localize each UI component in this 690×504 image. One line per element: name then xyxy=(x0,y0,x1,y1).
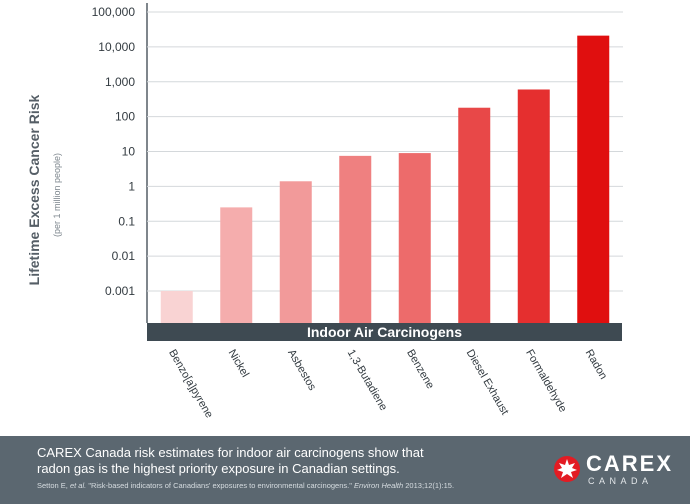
bar-2 xyxy=(279,181,312,323)
citation-etal: et al. xyxy=(69,481,87,490)
x-tick-label: Radon xyxy=(583,348,610,382)
bar-6 xyxy=(517,89,550,324)
footer-caption: CAREX Canada risk estimates for indoor a… xyxy=(37,445,424,476)
y-axis-sublabel: (per 1 million people) xyxy=(52,153,62,237)
x-axis-label: Indoor Air Carcinogens xyxy=(307,324,462,340)
y-tick-label: 10,000 xyxy=(98,40,135,54)
bar-chart: 0.001 0.01 0.1 1 10 100 1,000 10,000 100,000 Ind… xyxy=(92,3,623,421)
bar-7 xyxy=(577,35,610,323)
carex-logo: CAREX CANADA xyxy=(553,449,673,491)
x-tick-label: Diesel Exhaust xyxy=(464,348,511,418)
y-tick-label: 100 xyxy=(115,110,135,124)
footer-panel: CAREX Canada risk estimates for indoor a… xyxy=(0,436,690,504)
y-tick-label: 0.1 xyxy=(118,214,135,228)
logo-sub: CANADA xyxy=(588,476,653,486)
x-tick-label: Benzo[a]pyrene xyxy=(166,348,215,421)
x-tick-label: Nickel xyxy=(226,348,251,380)
y-tick-label: 10 xyxy=(122,145,136,159)
bar-1 xyxy=(220,207,253,323)
x-tick-label: Formaldehyde xyxy=(523,348,569,415)
y-tick-label: 0.01 xyxy=(112,249,136,263)
carex-leaf-icon xyxy=(554,456,580,482)
footer-citation: Setton E, et al. "Risk-based indicators … xyxy=(37,481,537,490)
bar-3 xyxy=(339,155,372,323)
citation-journal: Environ Health xyxy=(353,481,404,490)
citation-title: "Risk-based indicators of Canadians' exp… xyxy=(88,481,352,490)
bar-0 xyxy=(160,291,193,323)
y-tick-label: 1,000 xyxy=(105,75,135,89)
x-tick-label: Benzene xyxy=(404,348,436,392)
y-axis-label: Lifetime Excess Cancer Risk xyxy=(26,94,42,285)
citation-authors: Setton E, xyxy=(37,481,68,490)
y-tick-label: 0.001 xyxy=(105,284,135,298)
y-axis-label-group: Lifetime Excess Cancer Risk xyxy=(26,80,47,300)
bar-5 xyxy=(458,107,491,323)
logo-name: CAREX xyxy=(586,451,674,476)
y-axis-sublabel-group: (per 1 million people) xyxy=(52,100,68,300)
x-tick-label: 1,3-Butadiene xyxy=(345,348,390,413)
x-tick-label: Asbestos xyxy=(285,348,318,394)
y-tick-label: 100,000 xyxy=(92,5,136,19)
x-axis-band xyxy=(147,323,622,341)
bar-4 xyxy=(398,153,431,323)
citation-ref: 2013;12(1):15. xyxy=(405,481,455,490)
y-tick-label: 1 xyxy=(128,179,135,193)
